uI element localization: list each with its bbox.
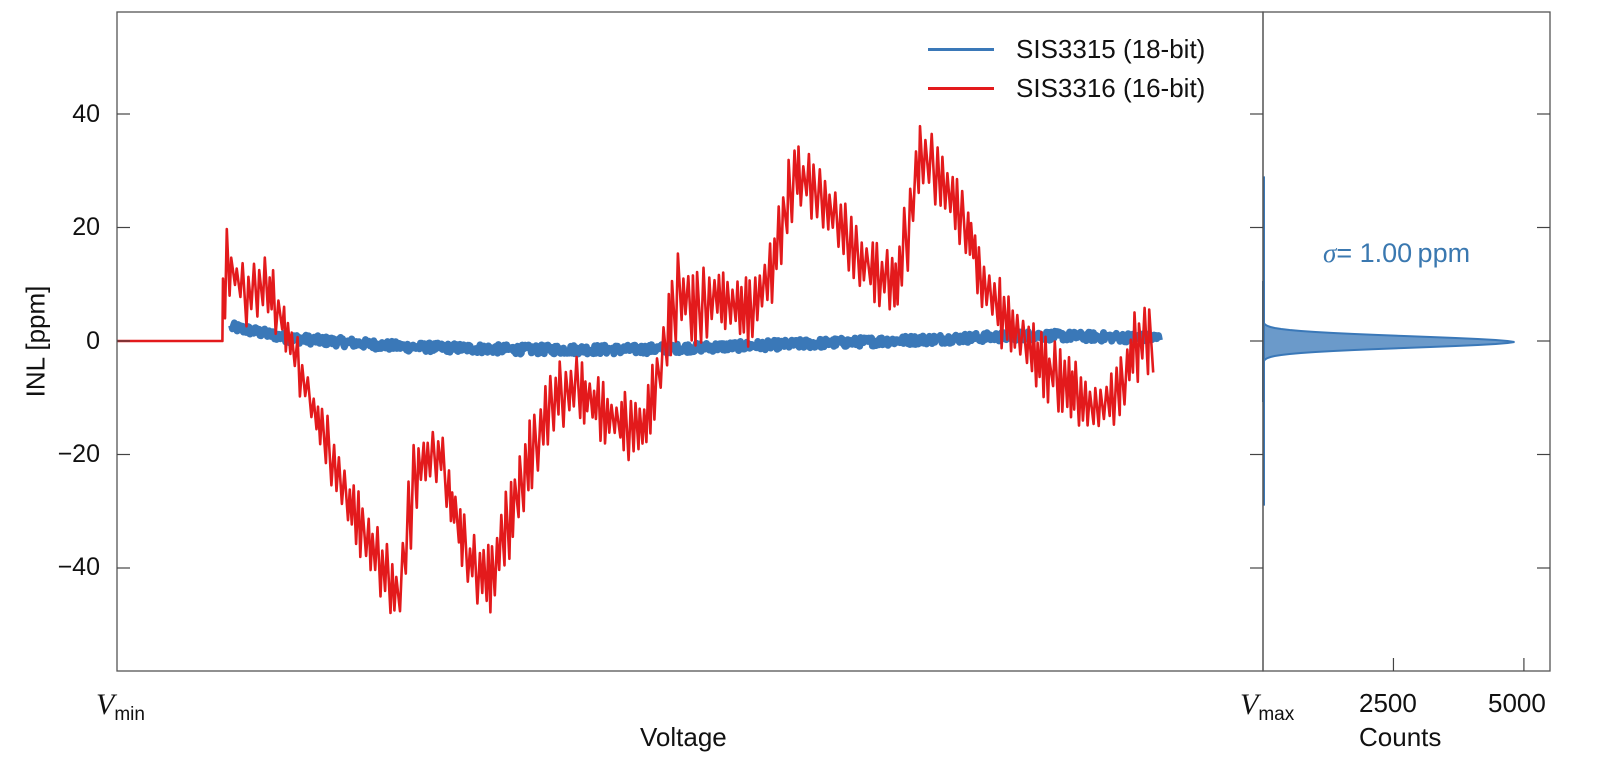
legend-item-sis3316: SIS3316 (16-bit) bbox=[928, 73, 1205, 104]
y-tick-0: 0 bbox=[86, 327, 100, 355]
legend-swatch-blue bbox=[928, 48, 994, 51]
series-sis3315 bbox=[228, 319, 1163, 358]
histogram-bars bbox=[1262, 281, 1515, 402]
x-axis-title: Voltage bbox=[640, 722, 727, 752]
legend-swatch-red bbox=[928, 87, 994, 90]
sigma-annotation: σ= 1.00 ppm bbox=[1323, 238, 1471, 268]
ticks-layer bbox=[117, 113, 1550, 671]
y-tick-neg20: −20 bbox=[57, 440, 100, 468]
y-tick-40: 40 bbox=[72, 100, 100, 128]
histogram-layer bbox=[1262, 176, 1515, 506]
y-tick-neg40: −40 bbox=[57, 553, 100, 581]
x-tick-vmax: Vmax bbox=[1240, 688, 1295, 725]
series-sis3316 bbox=[117, 124, 1155, 615]
hist-tick-5000: 5000 bbox=[1488, 688, 1546, 718]
legend-item-sis3315: SIS3315 (18-bit) bbox=[928, 34, 1205, 65]
y-tick-20: 20 bbox=[72, 213, 100, 241]
hist-tick-2500: 2500 bbox=[1359, 688, 1417, 718]
legend-label: SIS3315 (18-bit) bbox=[1016, 34, 1206, 64]
series-layer bbox=[117, 124, 1163, 615]
y-axis-title: INL [ppm] bbox=[20, 285, 51, 398]
hist-axis-title: Counts bbox=[1359, 722, 1442, 752]
x-tick-vmin: Vmin bbox=[96, 688, 145, 725]
legend-label: SIS3316 (16-bit) bbox=[1016, 73, 1206, 103]
